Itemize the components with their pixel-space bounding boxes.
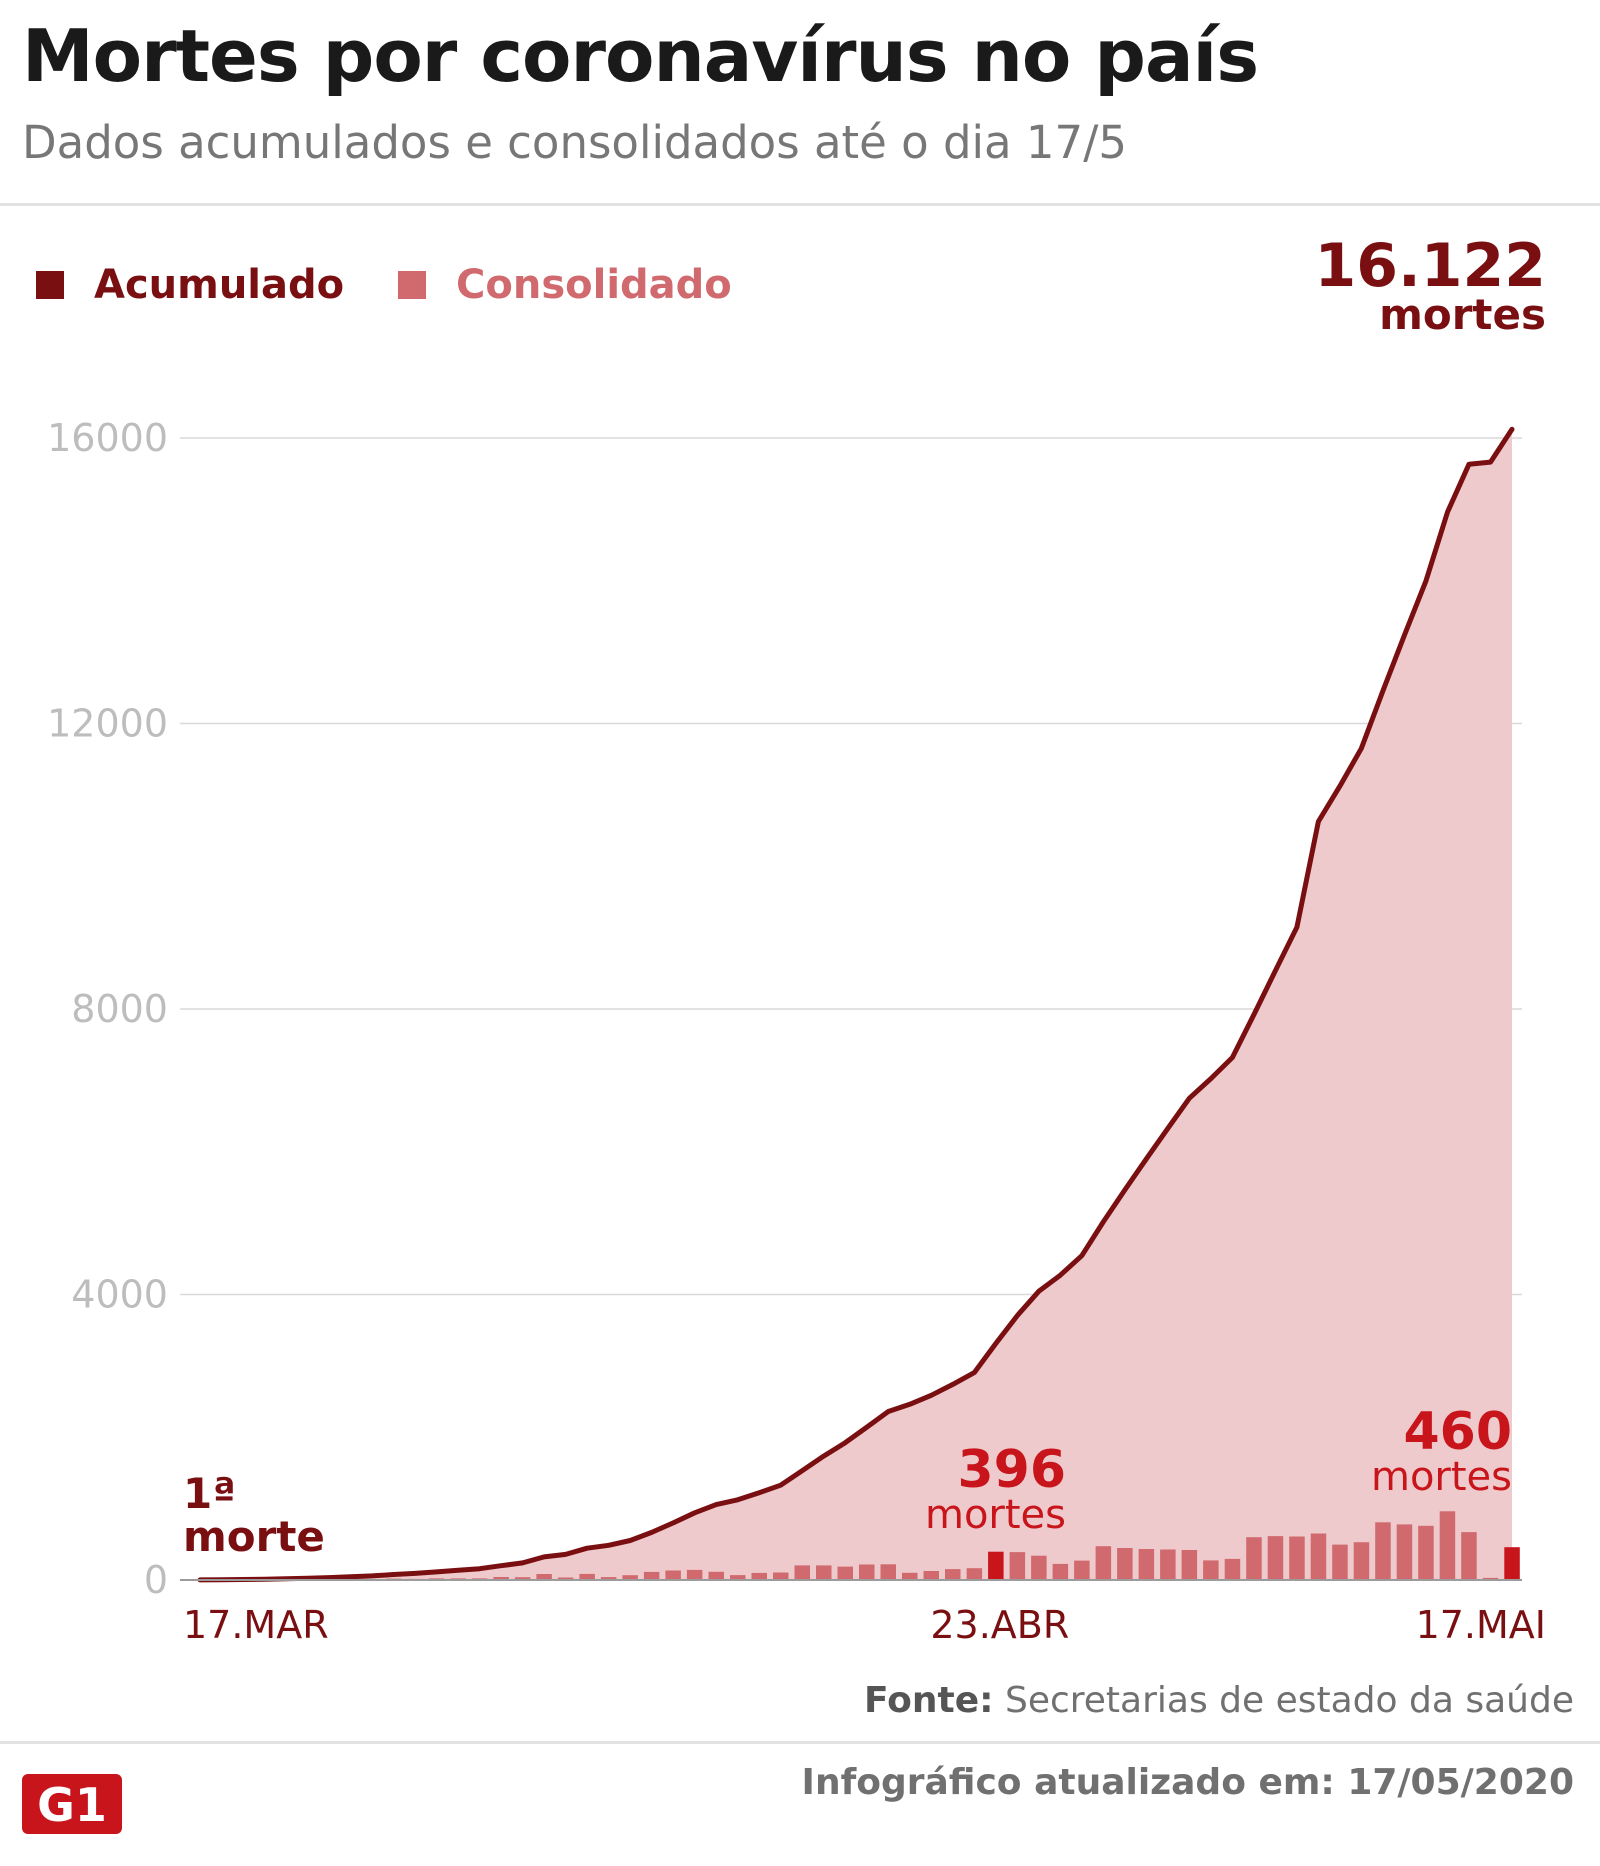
last-annotation: 460 mortes: [1371, 1402, 1512, 1500]
bar-29: [816, 1565, 832, 1580]
bar-34: [923, 1571, 939, 1580]
bar-26: [751, 1572, 767, 1580]
bar-50: [1267, 1536, 1284, 1580]
bar-17: [557, 1577, 574, 1580]
bar-27: [773, 1572, 789, 1580]
bar-37: [988, 1551, 1004, 1580]
bar-32: [880, 1564, 896, 1580]
x-tick-17-mar: 17.MAR: [183, 1603, 329, 1647]
bar-41: [1074, 1560, 1090, 1580]
bar-33: [902, 1572, 918, 1580]
y-tick-12000: 12000: [47, 702, 168, 746]
bar-44: [1138, 1549, 1155, 1580]
y-tick-0: 0: [144, 1558, 168, 1602]
cumulative-line: [197, 426, 1515, 1583]
bar-20: [622, 1575, 638, 1580]
mid-annotation: 396 mortes: [925, 1440, 1066, 1538]
cumulative-area: [200, 429, 1512, 1580]
bar-25: [730, 1575, 746, 1580]
legend-swatch-acumulado: [36, 271, 64, 299]
bar-53: [1332, 1544, 1348, 1580]
bar-47: [1203, 1560, 1219, 1580]
bar-43: [1117, 1548, 1133, 1580]
updated-line: Infográfico atualizado em: 17/05/2020: [801, 1762, 1574, 1803]
deaths-chart: 0 4000 8000 12000 16000 17.MAR 23.ABR 17.MAI 1…: [47, 416, 1546, 1647]
first-death-ordinal: 1ª: [183, 1469, 236, 1518]
bar-54: [1353, 1542, 1370, 1580]
legend-label-acumulado: Acumulado: [94, 262, 345, 308]
bar-19: [600, 1577, 617, 1580]
y-tick-4000: 4000: [71, 1273, 168, 1317]
g1-logo: G1: [22, 1774, 122, 1834]
page-subtitle: Dados acumulados e consolidados até o di…: [22, 116, 1127, 169]
bar-31: [859, 1564, 875, 1580]
bar-38: [1009, 1552, 1026, 1580]
bar-30: [837, 1566, 853, 1580]
bar-36: [966, 1568, 983, 1580]
bar-22: [665, 1570, 681, 1580]
bar-61: [1504, 1547, 1520, 1580]
bar-39: [1031, 1555, 1047, 1580]
legend-swatch-consolidado: [398, 271, 426, 299]
mid-annotation-unit: mortes: [925, 1492, 1066, 1538]
bar-18: [579, 1573, 595, 1580]
bar-42: [1095, 1546, 1112, 1580]
y-tick-16000: 16000: [47, 416, 168, 460]
x-axis-ticks: 17.MAR 23.ABR 17.MAI: [183, 1603, 1546, 1647]
bar-49: [1246, 1537, 1262, 1580]
bar-15: [514, 1577, 531, 1580]
mid-annotation-value: 396: [957, 1440, 1066, 1500]
bar-51: [1289, 1536, 1305, 1580]
total-value: 16.122: [1314, 231, 1546, 301]
bar-52: [1310, 1533, 1327, 1580]
bar-59: [1461, 1532, 1477, 1580]
bar-56: [1396, 1524, 1413, 1580]
x-tick-17-mai: 17.MAI: [1416, 1603, 1546, 1647]
bar-57: [1418, 1525, 1434, 1580]
bar-45: [1160, 1549, 1176, 1580]
source-line: Fonte: Secretarias de estado da saúde: [864, 1680, 1574, 1721]
consolidated-bars: [192, 1511, 1520, 1581]
last-annotation-value: 460: [1403, 1402, 1512, 1462]
legend-item-acumulado: Acumulado: [36, 262, 344, 308]
x-tick-23-abr: 23.ABR: [930, 1603, 1069, 1647]
bar-21: [643, 1571, 660, 1580]
total-unit: mortes: [1379, 290, 1546, 339]
bar-14: [493, 1577, 509, 1580]
bar-46: [1181, 1550, 1198, 1580]
bar-55: [1375, 1522, 1391, 1580]
bar-60: [1482, 1577, 1499, 1580]
bar-24: [708, 1571, 724, 1580]
bar-16: [536, 1574, 552, 1580]
legend-item-consolidado: Consolidado: [398, 262, 732, 308]
source-text: Secretarias de estado da saúde: [1004, 1680, 1574, 1721]
bar-35: [945, 1569, 961, 1580]
last-annotation-unit: mortes: [1371, 1454, 1512, 1500]
first-death-annotation: 1ª morte: [183, 1469, 325, 1561]
bar-28: [794, 1565, 810, 1580]
bar-40: [1052, 1563, 1069, 1580]
page-title: Mortes por coronavírus no país: [22, 14, 1259, 98]
y-axis-ticks: 0 4000 8000 12000 16000: [47, 416, 168, 1602]
first-death-label: morte: [183, 1512, 325, 1561]
bar-23: [686, 1569, 703, 1580]
total-callout: 16.122 mortes: [1314, 236, 1546, 336]
y-tick-8000: 8000: [71, 987, 168, 1031]
bottom-divider: [0, 1741, 1600, 1744]
bar-58: [1439, 1511, 1456, 1580]
legend-label-consolidado: Consolidado: [456, 262, 732, 308]
top-divider: [0, 203, 1600, 206]
bar-48: [1224, 1558, 1241, 1580]
source-label: Fonte:: [864, 1680, 994, 1721]
g1-logo-text: G1: [37, 1778, 107, 1832]
